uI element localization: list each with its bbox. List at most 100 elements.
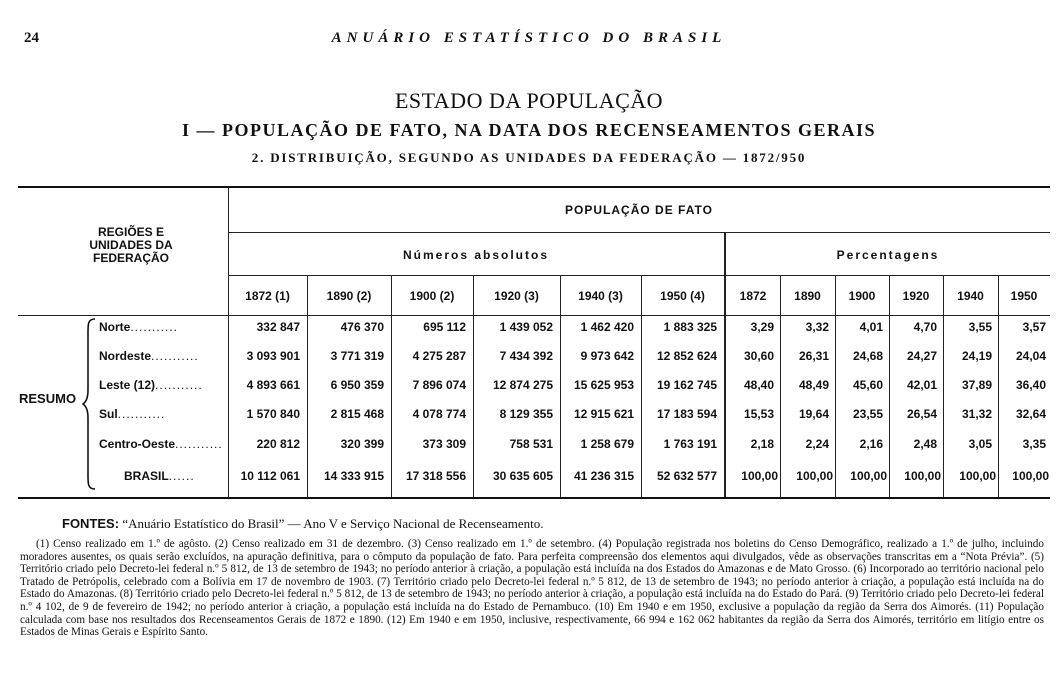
value-cell: 30,60 xyxy=(743,349,774,363)
leader-dots: ...... xyxy=(168,469,195,483)
value-cell: 30 635 605 xyxy=(492,469,553,483)
value-cell: 320 399 xyxy=(340,437,384,451)
value-cell: 24,68 xyxy=(852,349,883,363)
value-cell: 758 531 xyxy=(509,437,553,451)
year-header: 1900 (2) xyxy=(409,289,455,303)
value-cell: 4 893 661 xyxy=(246,378,300,392)
year-header: 1940 (3) xyxy=(578,289,623,303)
year-header: 1890 (2) xyxy=(326,289,372,303)
row-label-text: Sul xyxy=(99,407,118,421)
value-cell: 36,40 xyxy=(1015,378,1046,392)
value-cell: 9 973 642 xyxy=(580,349,634,363)
row-label-text: Centro-Oeste xyxy=(99,437,176,451)
value-cell: 24,27 xyxy=(906,349,937,363)
stub-divider xyxy=(228,188,229,497)
value-cell: 100,00 xyxy=(1012,469,1049,483)
value-cell: 7 434 392 xyxy=(499,349,553,363)
table-bottom-rule xyxy=(18,497,1050,499)
value-cell: 48,49 xyxy=(798,378,829,392)
value-cell: 220 812 xyxy=(256,437,300,451)
main-title: ESTADO DA POPULAÇÃO xyxy=(394,88,664,113)
leader-dots: ........... xyxy=(151,349,199,363)
value-cell: 100,00 xyxy=(959,469,996,483)
value-cell: 3,05 xyxy=(968,437,992,451)
year-header: 1940 xyxy=(957,289,984,303)
value-cell: 17 318 556 xyxy=(405,469,466,483)
year-header: 1950 (4) xyxy=(660,289,705,303)
value-cell: 32,64 xyxy=(1015,407,1046,421)
value-cell: 17 183 594 xyxy=(656,407,717,421)
resumo-brace xyxy=(82,318,96,490)
leader-dots: ........... xyxy=(130,320,179,334)
running-head: ANUÁRIO ESTATÍSTICO DO BRASIL xyxy=(331,30,727,46)
value-cell: 12 852 624 xyxy=(656,349,717,363)
footnotes: (1) Censo realizado em 1.º de agôsto. (2… xyxy=(20,538,1044,639)
row-label-text: Leste (12) xyxy=(99,378,156,392)
value-cell: 19 162 745 xyxy=(656,378,717,392)
leader-dots: ........... xyxy=(155,378,203,392)
column-divider xyxy=(835,275,836,497)
value-cell: 24,04 xyxy=(1015,349,1046,363)
column-divider xyxy=(943,275,944,497)
column-divider xyxy=(560,275,561,497)
value-cell: 332 847 xyxy=(256,320,300,334)
column-divider xyxy=(641,275,642,497)
percentages-header: Percentagens xyxy=(836,248,940,262)
row-label: Centro-Oeste........... xyxy=(99,437,223,451)
value-cell: 15,53 xyxy=(743,407,774,421)
value-cell: 1 439 052 xyxy=(499,320,553,334)
value-cell: 2 815 468 xyxy=(330,407,384,421)
value-cell: 2,24 xyxy=(805,437,829,451)
value-cell: 8 129 355 xyxy=(499,407,553,421)
value-cell: 1 462 420 xyxy=(580,320,634,334)
value-cell: 52 632 577 xyxy=(656,469,717,483)
value-cell: 3,29 xyxy=(750,320,774,334)
value-cell: 41 236 315 xyxy=(573,469,634,483)
value-cell: 3,57 xyxy=(1022,320,1046,334)
resumo-label: RESUMO xyxy=(19,391,77,406)
value-cell: 1 883 325 xyxy=(663,320,717,334)
value-cell: 100,00 xyxy=(850,469,887,483)
sources-label: FONTES: xyxy=(62,516,120,531)
value-cell: 19,64 xyxy=(798,407,829,421)
header-rule xyxy=(228,275,1050,276)
value-cell: 37,89 xyxy=(961,378,992,392)
absolute-numbers-header: Números absolutos xyxy=(402,248,550,262)
value-cell: 3,55 xyxy=(968,320,992,334)
value-cell: 695 112 xyxy=(423,320,466,334)
value-cell: 373 309 xyxy=(422,437,466,451)
row-label: BRASIL...... xyxy=(124,469,195,483)
value-cell: 14 333 915 xyxy=(323,469,384,483)
stub-header-line: UNIDADES DA xyxy=(89,238,173,252)
value-cell: 3 093 901 xyxy=(246,349,300,363)
stub-header: REGIÕES E UNIDADES DA FEDERAÇÃO xyxy=(56,226,206,265)
column-divider xyxy=(307,275,308,497)
value-cell: 3 771 319 xyxy=(330,349,384,363)
sources-text: “Anuário Estatístico do Brasil” — Ano V … xyxy=(122,516,544,531)
table-top-rule xyxy=(18,186,1050,188)
column-divider xyxy=(998,275,999,497)
value-cell: 45,60 xyxy=(852,378,883,392)
value-cell: 100,00 xyxy=(796,469,833,483)
row-label: Nordeste........... xyxy=(99,349,199,363)
year-header: 1890 xyxy=(794,289,821,303)
value-cell: 1 570 840 xyxy=(246,407,300,421)
row-label: Sul........... xyxy=(99,407,165,421)
value-cell: 12 874 275 xyxy=(492,378,553,392)
row-label-text: Nordeste xyxy=(99,349,152,363)
column-divider xyxy=(391,275,392,497)
sources-line: FONTES: “Anuário Estatístico do Brasil” … xyxy=(62,516,544,532)
page-number: 24 xyxy=(24,30,39,46)
value-cell: 2,18 xyxy=(750,437,774,451)
value-cell: 3,32 xyxy=(805,320,829,334)
row-label: Leste (12)........... xyxy=(99,378,203,392)
value-cell: 4 078 774 xyxy=(412,407,466,421)
value-cell: 476 370 xyxy=(340,320,384,334)
group-divider xyxy=(724,232,726,497)
value-cell: 42,01 xyxy=(906,378,937,392)
value-cell: 31,32 xyxy=(961,407,992,421)
value-cell: 100,00 xyxy=(904,469,941,483)
value-cell: 2,48 xyxy=(913,437,937,451)
header-rule xyxy=(228,232,1050,233)
value-cell: 1 763 191 xyxy=(663,437,717,451)
